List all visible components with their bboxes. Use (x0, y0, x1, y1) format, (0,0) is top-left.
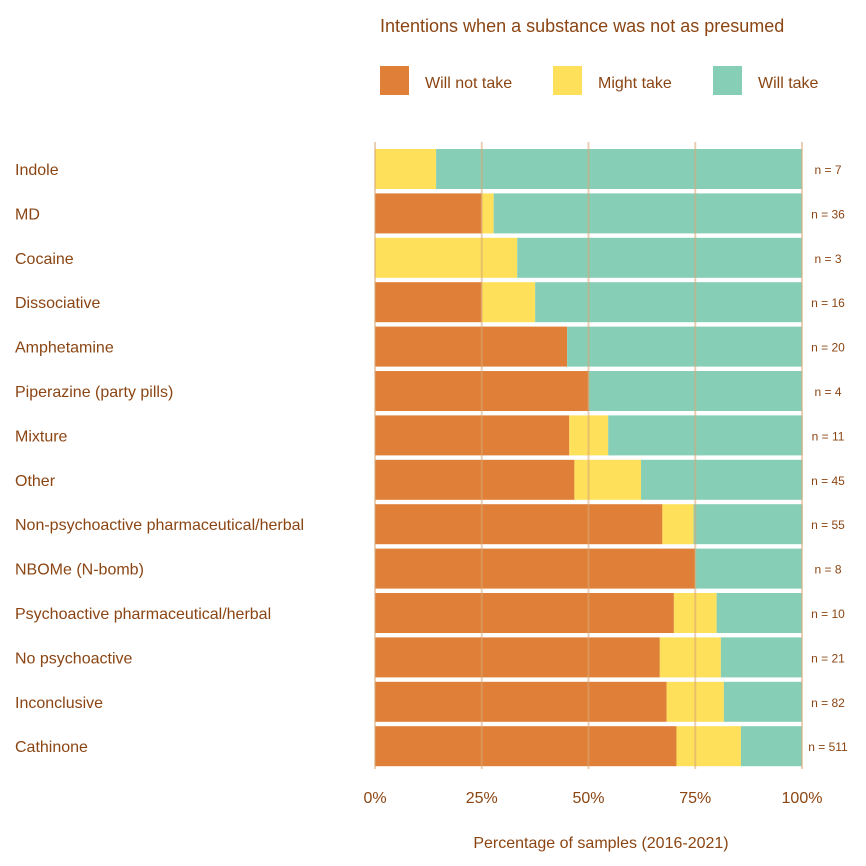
n-label: n = 36 (811, 207, 845, 221)
category-label: Dissociative (15, 295, 100, 312)
category-labels: Indole MD Cocaine Dissociative Amphetamine Pi… (15, 162, 304, 756)
category-label: Piperazine (party pills) (15, 384, 173, 401)
category-label: Cocaine (15, 251, 74, 268)
bar-segment (375, 193, 482, 234)
x-axis-label: Percentage of samples (2016-2021) (473, 835, 728, 852)
category-label: Psychoactive pharmaceutical/herbal (15, 606, 271, 623)
category-label: Mixture (15, 428, 68, 445)
legend-swatch (380, 66, 409, 95)
category-label: MD (15, 206, 40, 223)
category-label: Cathinone (15, 739, 88, 756)
n-label: n = 20 (811, 341, 845, 355)
bar-segment (436, 149, 802, 189)
bar-segment (375, 681, 667, 722)
n-label: n = 511 (808, 740, 848, 754)
bar-segment (375, 548, 696, 589)
n-label: n = 8 (814, 563, 841, 577)
n-label: n = 4 (814, 385, 841, 399)
legend-swatch (553, 66, 582, 95)
x-tick-label: 100% (782, 790, 823, 807)
bar-segment (481, 193, 494, 234)
legend-label: Will take (758, 75, 819, 92)
category-label: Other (15, 473, 56, 490)
category-label: Inconclusive (15, 695, 103, 712)
bar-segment (375, 415, 570, 456)
bar-segment (375, 726, 677, 767)
x-tick-label: 25% (466, 790, 498, 807)
chart-title: Intentions when a substance was not as p… (380, 16, 784, 36)
bar-segment (720, 637, 802, 678)
x-tick-label: 75% (679, 790, 711, 807)
category-label: Indole (15, 162, 59, 179)
bar-segment (641, 459, 803, 500)
x-tick-label: 50% (572, 790, 604, 807)
bar-segment (375, 237, 518, 278)
category-label: No psychoactive (15, 650, 132, 667)
x-tick-label: 0% (363, 790, 386, 807)
bar-segment (662, 504, 694, 545)
n-label: n = 16 (811, 296, 845, 310)
bar-segment (375, 282, 482, 323)
legend-swatch (713, 66, 742, 95)
bar-segment (375, 459, 575, 500)
bar-segment (375, 637, 660, 678)
n-label: n = 82 (811, 696, 845, 710)
bar-segment (481, 282, 536, 323)
n-label: n = 10 (811, 607, 845, 621)
category-label: Amphetamine (15, 340, 114, 357)
bar-segment (375, 326, 568, 367)
bar-segment (574, 459, 642, 500)
bar-segment (723, 681, 802, 722)
n-label: n = 45 (811, 474, 845, 488)
bar-segment (659, 637, 721, 678)
bar-segment (693, 504, 803, 545)
n-label: n = 21 (811, 651, 845, 665)
bar-segment (716, 593, 802, 633)
n-labels: n = 7 n = 36 n = 3 n = 16 n = 20 n = 4 n = 11 n… (808, 163, 848, 754)
category-label: Non-psychoactive pharmaceutical/herbal (15, 517, 304, 534)
bar-segment (676, 726, 741, 767)
legend-label: Might take (598, 75, 672, 92)
n-label: n = 7 (814, 163, 841, 177)
n-label: n = 11 (812, 429, 845, 443)
x-axis-ticks: 0% 25% 50% 75% 100% (363, 790, 822, 807)
gridlines (374, 142, 803, 769)
n-label: n = 3 (814, 252, 841, 266)
legend-label: Will not take (425, 75, 512, 92)
bar-segment (695, 548, 802, 589)
bar-segment (567, 326, 802, 367)
bar-segment (375, 593, 674, 633)
n-label: n = 55 (811, 518, 845, 532)
legend: Will not take Might take Will take (380, 66, 819, 95)
bar-segment (493, 193, 802, 234)
bar-segment (608, 415, 803, 456)
bar-segment (517, 237, 802, 278)
bar-segment (535, 282, 802, 323)
bar-segment (375, 149, 437, 189)
bar-segment (375, 504, 663, 545)
bar-segment (740, 726, 802, 767)
category-label: NBOMe (N-bomb) (15, 562, 144, 579)
